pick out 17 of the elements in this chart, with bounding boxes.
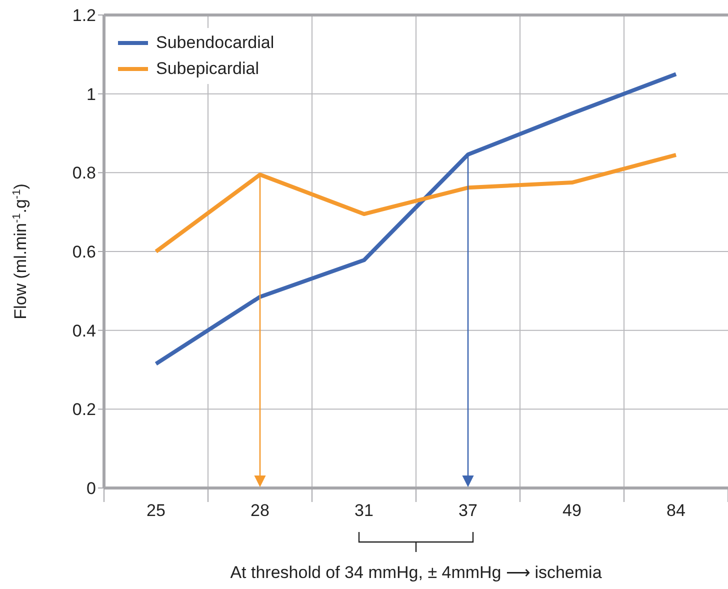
y-tick-label: 0.8 — [72, 164, 96, 183]
y-tick-label: 1.2 — [72, 6, 96, 26]
x-tick-label: 37 — [458, 501, 478, 520]
x-tick-label: 84 — [666, 501, 686, 520]
y-tick-label: 0 — [86, 479, 96, 498]
line-series — [154, 152, 678, 254]
x-tick-label: 49 — [562, 501, 582, 520]
x-tick-label: 28 — [250, 501, 270, 520]
y-tick-label: 0.6 — [72, 242, 96, 262]
y-tick-label: 1 — [86, 84, 96, 104]
x-tick-label: 25 — [146, 501, 166, 520]
y-tick-label: 0.4 — [72, 321, 96, 340]
y-tick-label: 0.2 — [72, 400, 96, 420]
text: At threshold of 34 mmHg, ± 4mmHg ⟶ ischemia — [230, 563, 602, 582]
legend-label: Subendocardial — [156, 33, 274, 53]
legend-label: Subepicardial — [156, 59, 260, 79]
x-tick-label: 31 — [354, 501, 374, 520]
